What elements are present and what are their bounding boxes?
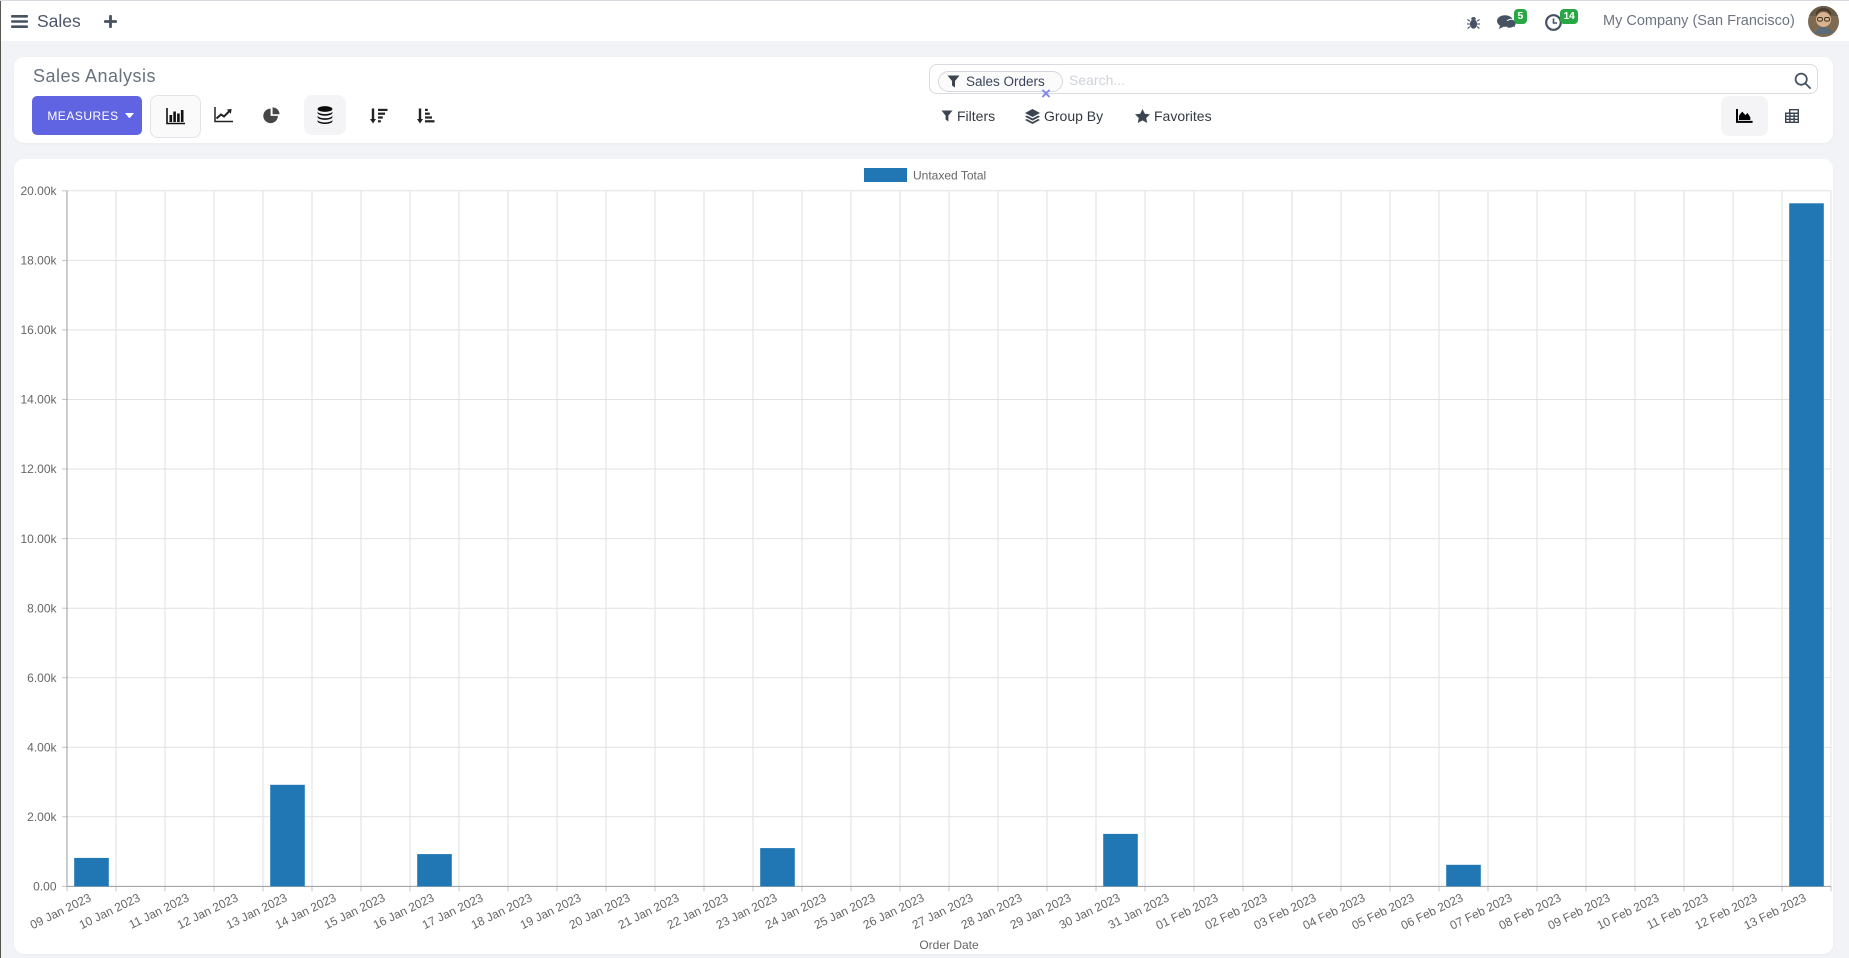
svg-text:Untaxed Total: Untaxed Total	[913, 169, 986, 183]
svg-text:8.00k: 8.00k	[27, 601, 57, 615]
svg-text:4.00k: 4.00k	[27, 741, 57, 755]
svg-text:10.00k: 10.00k	[20, 532, 57, 546]
svg-text:18.00k: 18.00k	[20, 254, 57, 268]
svg-text:6.00k: 6.00k	[27, 671, 57, 685]
svg-text:12.00k: 12.00k	[20, 462, 57, 476]
svg-text:16.00k: 16.00k	[20, 323, 57, 337]
svg-text:Order Date: Order Date	[919, 938, 979, 952]
svg-text:14.00k: 14.00k	[20, 393, 57, 407]
svg-text:20.00k: 20.00k	[20, 184, 57, 198]
svg-text:0.00: 0.00	[33, 880, 57, 894]
svg-text:2.00k: 2.00k	[27, 810, 57, 824]
